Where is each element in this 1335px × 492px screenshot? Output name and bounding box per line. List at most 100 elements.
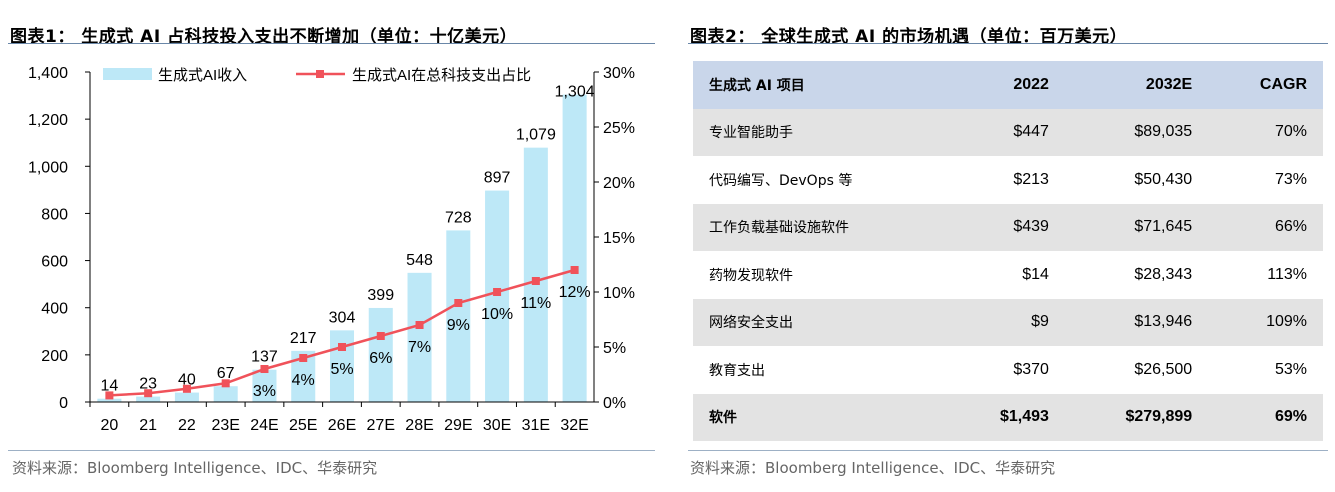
table-total-row: 软件 $1,493 $279,899 69% [693,393,1323,441]
table-cell: 66% [1208,203,1323,251]
share-point [221,379,230,388]
left-axis-tick-label: 1,400 [28,65,68,82]
table-cell: 73% [1274,170,1307,188]
revenue-bar-label: 14 [100,378,118,395]
revenue-bar [329,330,355,402]
revenue-bar [174,392,199,402]
x-axis-tick-label: 27E [367,417,395,434]
revenue-bar [407,272,432,402]
table-cell: $9 [947,298,1065,346]
table-cell: $1,493 [947,393,1065,441]
revenue-bar [485,190,510,402]
revenue-bar-label: 548 [406,252,433,269]
x-axis-tick-label: 28E [405,417,433,434]
right-axis-tick-label: 5% [603,340,626,357]
revenue-bar-label: 728 [445,209,472,226]
table-cell: 软件 [693,393,948,441]
table-cell: 113% [1267,265,1307,283]
x-axis-tick-label: 31E [522,417,550,434]
legend-bar-label: 生成式AI收入 [158,67,247,84]
share-point [260,365,269,373]
table-row: 教育支出 $370 $26,500 53% [693,346,1323,394]
x-axis-tick-label: 32E [560,417,588,434]
table-header-cell: CAGR [1208,61,1323,109]
table-cell: 药物发现软件 [709,267,793,284]
table-row: 代码编写、DevOps 等 $213 $50,430 73% [693,156,1323,204]
table-cell: 工作负载基础设施软件 [693,203,948,251]
right-axis-tick-label: 0% [603,395,626,412]
revenue-bar-label: 137 [251,349,278,366]
table-cell: 53% [1274,360,1307,378]
table-cell: $370 [1013,360,1049,378]
figure-1-title: 图表1： 生成式 AI 占科技投入支出不断增加（单位：十亿美元） [10,27,518,47]
figure-1-title-rule [8,43,655,44]
share-point [531,277,540,285]
share-point [415,321,424,329]
x-axis-tick-label: 30E [483,417,511,434]
figure-1-bottom-rule [8,450,655,451]
left-axis-tick-label: 0 [59,395,68,412]
left-axis-tick-label: 800 [41,206,68,223]
share-point [493,288,502,296]
share-point-label: 5% [330,361,353,378]
table-cell: 109% [1208,298,1323,346]
table-cell: $14 [1022,265,1049,283]
share-point [105,391,114,400]
table-cell: $439 [947,203,1065,251]
revenue-bar [97,398,122,402]
figure-2-title-rule [688,43,1328,44]
legend-bar-swatch [103,68,152,80]
right-axis-tick-label: 20% [603,175,635,192]
share-point [299,354,308,362]
share-point [182,384,191,393]
revenue-bar [523,147,548,402]
table-cell: $13,946 [1064,298,1209,346]
revenue-bar-label: 897 [484,170,511,187]
share-point [144,389,153,398]
right-axis-tick-label: 15% [603,230,635,247]
x-axis-tick-label: 23E [211,417,239,434]
table-header-cell: 2032E [1064,61,1209,109]
share-point-label: 12% [559,284,591,301]
table-cell: $89,035 [1064,108,1209,156]
revenue-bar-label: 304 [329,309,356,326]
revenue-bar [252,369,277,402]
share-point-label: 3% [253,383,276,400]
share-point-label: 10% [481,306,513,323]
share-point [376,332,385,340]
revenue-bar [213,386,238,402]
table-header-row: 生成式 AI 项目 2022 2032E CAGR [693,61,1323,109]
table-row: 专业智能助手 $447 $89,035 70% [693,108,1323,156]
legend-line-label: 生成式AI在总科技支出占比 [352,67,531,84]
share-point [454,299,463,307]
share-point-label: 9% [447,317,470,334]
revenue-bar [136,396,161,402]
share-point [338,343,346,351]
x-axis-tick-label: 26E [328,417,356,434]
table-cell: 专业智能助手 [693,108,948,156]
x-axis-tick-label: 22 [178,417,196,434]
x-axis-tick-label: 25E [289,417,317,434]
table-cell: $28,343 [1134,265,1193,283]
revenue-bar-label: 399 [367,287,394,304]
left-axis-tick-label: 400 [41,301,68,318]
share-point-label: 4% [292,372,315,389]
x-axis-tick-label: 21 [139,417,157,434]
figure-2-panel: 图表2： 全球生成式 AI 的市场机遇（单位：百万美元） 生成式 AI 项目 2… [688,0,1328,492]
x-axis-tick-label: 24E [250,417,278,434]
share-point-label: 6% [369,350,392,367]
table-cell: $71,645 [1064,203,1209,251]
revenue-bar [446,230,471,402]
left-axis-tick-label: 1,000 [28,159,68,176]
figure-2-bottom-rule [688,450,1328,451]
table-cell: $279,899 [1064,393,1209,441]
table-cell: 代码编写、DevOps 等 [709,172,853,189]
table-cell: $50,430 [1134,170,1193,188]
right-axis-tick-label: 30% [603,65,635,82]
table-cell: $213 [1013,170,1049,188]
revenue-bar-label: 23 [139,376,157,393]
table-header-cell: 生成式 AI 项目 [693,61,948,109]
left-axis-tick-label: 1,200 [28,112,68,129]
legend-line-marker [316,70,324,78]
revenue-bar-label: 1,304 [555,84,595,101]
